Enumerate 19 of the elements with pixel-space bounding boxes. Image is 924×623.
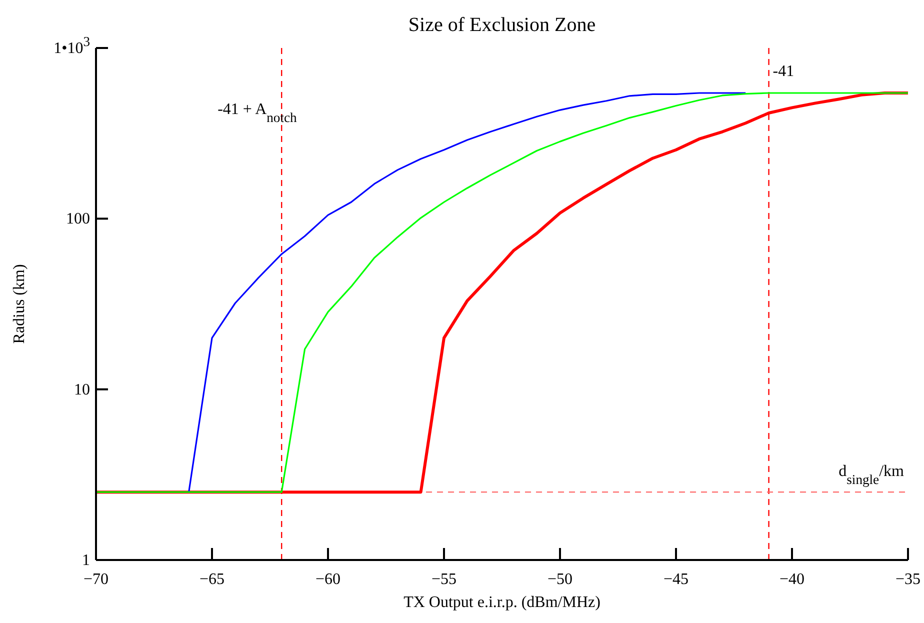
- line-series: [188, 92, 746, 493]
- x-tick-label: −70: [83, 571, 109, 588]
- x-tick-label: −55: [431, 571, 457, 588]
- y-tick-label: 1: [82, 552, 90, 569]
- chart-title: Size of Exclusion Zone: [407, 14, 597, 37]
- x-tick-label: −60: [315, 571, 341, 588]
- x-tick-label: −45: [663, 571, 689, 588]
- x-axis-title: TX Output e.i.r.p. (dBm/MHz): [402, 594, 602, 612]
- y-tick-label: 100: [66, 210, 90, 228]
- x-tick-label: −65: [199, 571, 225, 588]
- ref-line-label: -41 + A$_{notch}$: [218, 101, 298, 124]
- x-tick-label: −35: [895, 571, 921, 588]
- x-tick-label: −40: [779, 571, 805, 588]
- ref-line-label: d$_{single}$/km: [838, 463, 905, 487]
- y-tick-label: 10: [74, 381, 90, 398]
- y-tick-label: 1•10$^{3}$: [54, 34, 90, 57]
- x-tick-label: −50: [547, 571, 573, 588]
- ref-line-label: -41: [772, 63, 794, 80]
- y-axis-title: Radius (km): [11, 264, 29, 344]
